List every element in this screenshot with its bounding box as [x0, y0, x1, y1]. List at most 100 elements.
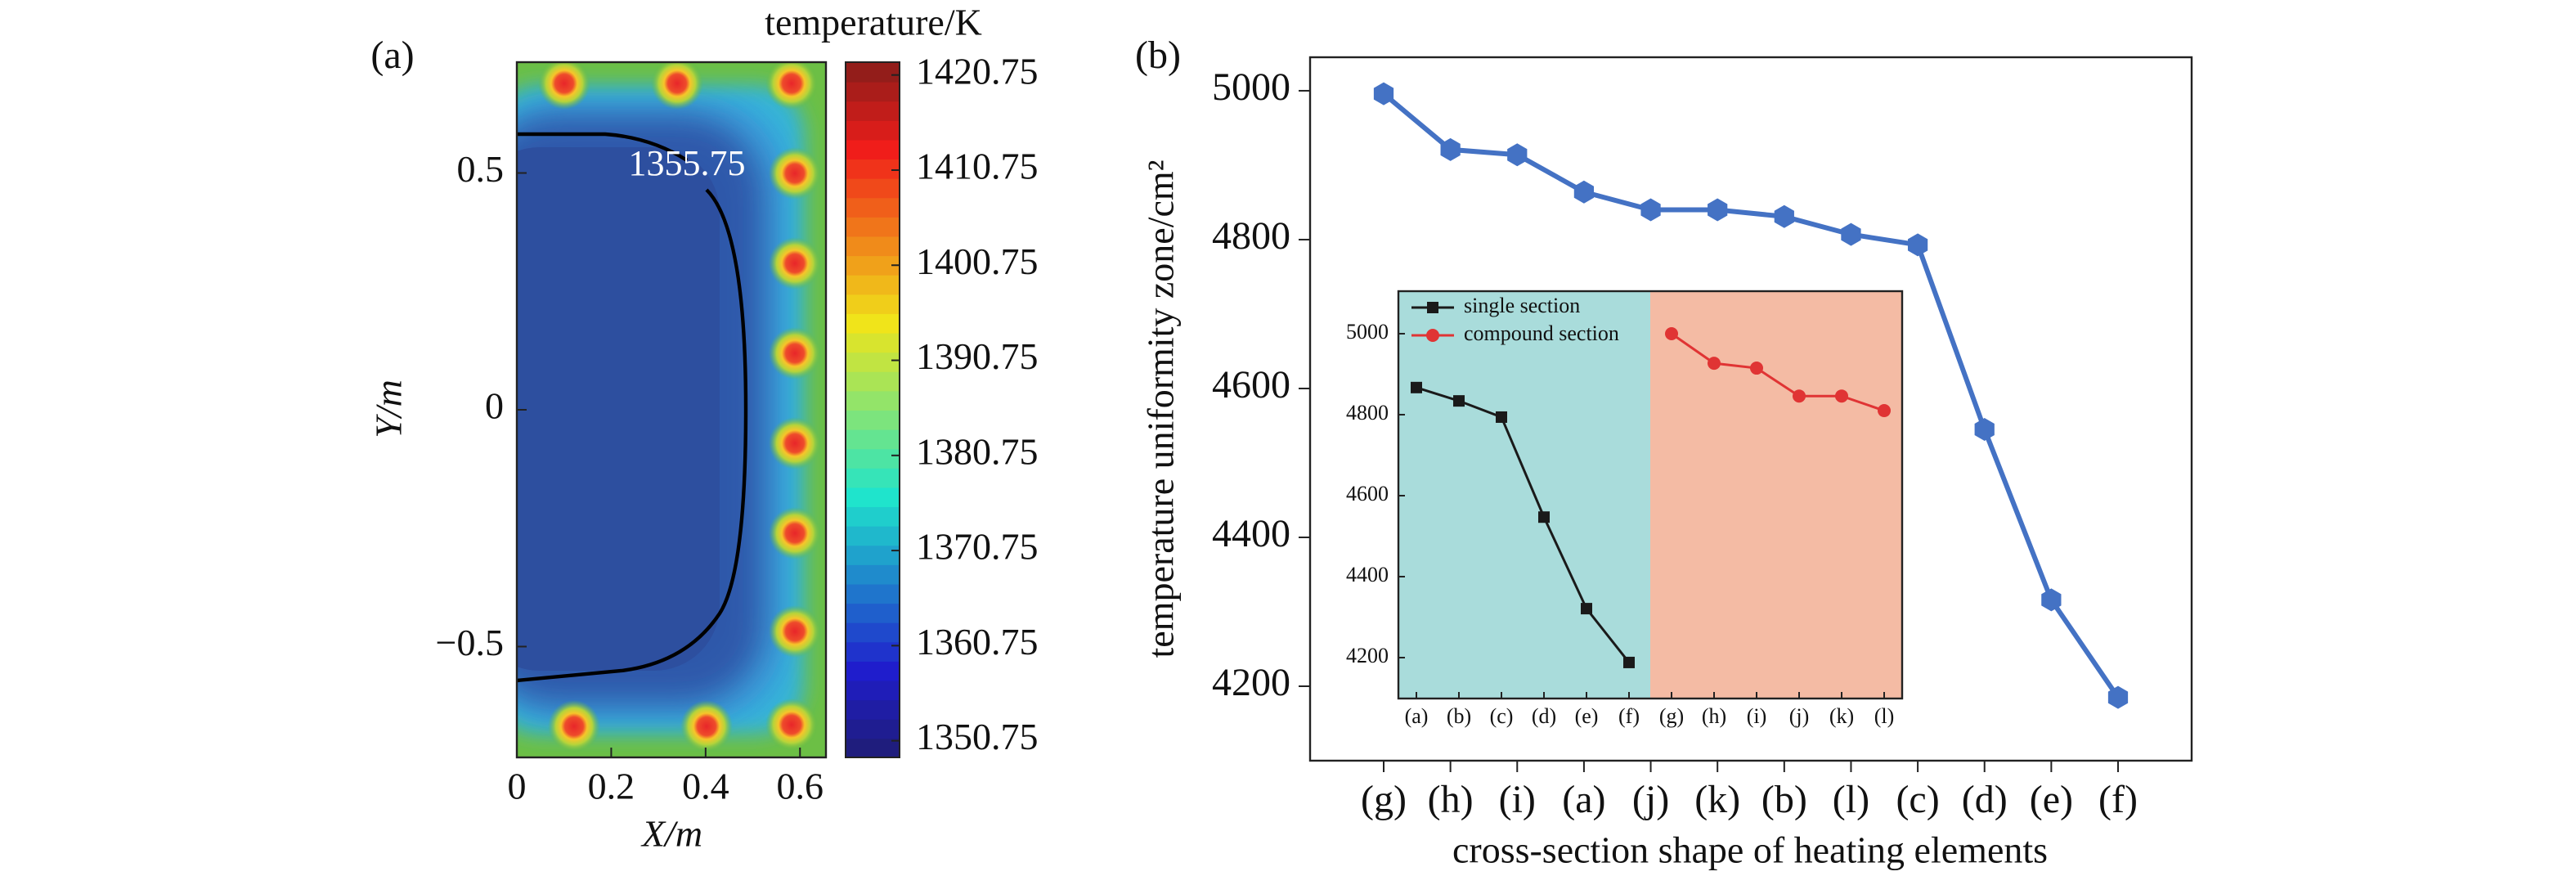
colorbar-tick-label: 1380.75	[916, 430, 1039, 472]
legend-label: single section	[1464, 294, 1580, 317]
colorbar-band	[846, 660, 900, 681]
inset-x-tick-label: (d)	[1532, 704, 1556, 728]
inset-line	[1416, 386, 1631, 663]
inset-x-tick-label: (g)	[1659, 704, 1684, 728]
y-axis-label: temperature uniformity zone/cm²	[1140, 159, 1182, 658]
inset-point	[1538, 511, 1550, 523]
colorbar-band	[846, 274, 900, 295]
data-point	[2107, 685, 2129, 709]
colorbar-band	[846, 718, 900, 739]
inset-point	[1426, 329, 1439, 342]
colorbar-band	[846, 139, 900, 160]
y-tick-label: 4400	[1212, 512, 1290, 555]
panel-label: (a)	[370, 34, 414, 77]
inset-x-tick-label: (f)	[1618, 704, 1640, 728]
colorbar-band	[846, 62, 900, 83]
colorbar-band	[846, 622, 900, 643]
y-tick-label: 5000	[1212, 65, 1290, 109]
data-point	[1774, 204, 1794, 228]
data-point	[1440, 137, 1461, 161]
colorbar-band	[846, 487, 900, 508]
colorbar-band	[846, 564, 900, 585]
x-tick-label: 0.4	[682, 766, 729, 807]
colorbar-title: temperature/K	[765, 2, 982, 43]
colorbar-band	[846, 236, 900, 257]
colorbar-band	[846, 525, 900, 546]
colorbar-band	[846, 641, 900, 662]
inset-region	[1398, 291, 1650, 699]
colorbar-band	[846, 429, 900, 450]
x-tick-label: (e)	[2030, 778, 2073, 821]
data-point	[1841, 222, 1861, 246]
colorbar-band	[846, 119, 900, 141]
inset-point	[1623, 656, 1635, 668]
x-tick-label: (l)	[1833, 778, 1869, 821]
y-tick-label: 0.5	[457, 148, 505, 190]
colorbar-band	[846, 294, 900, 314]
colorbar-band	[846, 390, 900, 411]
colorbar-tick-label: 1420.75	[916, 50, 1039, 92]
colorbar-tick-label: 1410.75	[916, 146, 1039, 187]
colorbar-tick-label: 1400.75	[916, 240, 1039, 282]
colorbar-band	[846, 255, 900, 276]
colorbar-band	[846, 738, 900, 758]
x-tick-label: (j)	[1632, 778, 1669, 821]
inset-point	[1750, 362, 1763, 375]
inset-point	[1496, 411, 1507, 423]
inset-point	[1878, 404, 1891, 418]
y-tick-label: 4600	[1212, 363, 1290, 407]
data-point	[1640, 198, 1661, 222]
x-tick-label: 0	[508, 766, 527, 807]
inset-y-tick-label: 4800	[1346, 401, 1389, 425]
data-point	[1373, 82, 1394, 106]
x-tick-label: (g)	[1361, 778, 1407, 821]
colorbar-frame	[845, 61, 900, 758]
inset-point	[1708, 357, 1721, 371]
heaters	[538, 62, 821, 752]
inset-point	[1665, 326, 1678, 340]
colorbar-band	[846, 197, 900, 218]
contour-label: 1355.75	[629, 143, 746, 183]
y-tick-label: 0	[485, 385, 504, 427]
x-tick-label: (f)	[2098, 778, 2138, 821]
data-point	[1573, 180, 1595, 204]
inset-x-tick-label: (j)	[1789, 704, 1810, 728]
colorbar-band	[846, 448, 900, 469]
data-point	[1907, 233, 1928, 257]
y-axis-label: Y/m	[368, 380, 410, 438]
inset-point	[1453, 395, 1465, 407]
inset-x-tick-label: (c)	[1490, 704, 1514, 728]
x-axis-label: cross-section shape of heating elements	[1452, 829, 2048, 871]
plot-frame	[1308, 56, 2193, 762]
x-tick-label: (a)	[1562, 778, 1605, 821]
inset-point	[1411, 381, 1422, 393]
inset-point	[1793, 389, 1806, 403]
inset-x-tick-label: (e)	[1575, 704, 1599, 728]
colorbar-band	[846, 159, 900, 179]
x-tick-label: (c)	[1896, 778, 1939, 821]
y-tick-label: 4800	[1212, 214, 1290, 258]
inset-x-tick-label: (l)	[1874, 704, 1895, 728]
data-point	[1507, 143, 1528, 167]
data-point	[1708, 198, 1728, 222]
colorbar-band	[846, 506, 900, 527]
colorbar-band	[846, 699, 900, 720]
inset-x-tick-label: (k)	[1829, 704, 1854, 728]
inset-x-tick-label: (a)	[1405, 704, 1429, 728]
panel-label: (b)	[1135, 34, 1181, 77]
x-tick-label: (h)	[1428, 778, 1474, 821]
inset-line	[1671, 332, 1885, 412]
inset-point	[1427, 302, 1438, 313]
x-tick-label: 0.2	[588, 766, 635, 807]
colorbar-band	[846, 216, 900, 237]
y-tick-label: −0.5	[436, 622, 504, 663]
inset-y-tick-label: 4200	[1346, 644, 1389, 667]
inset-region	[1650, 291, 1902, 699]
x-tick-label: 0.6	[777, 766, 824, 807]
x-tick-label: (k)	[1694, 778, 1740, 821]
inset-x-tick-label: (i)	[1747, 704, 1767, 728]
colorbar-band	[846, 603, 900, 623]
legend-label: compound section	[1464, 321, 1619, 345]
